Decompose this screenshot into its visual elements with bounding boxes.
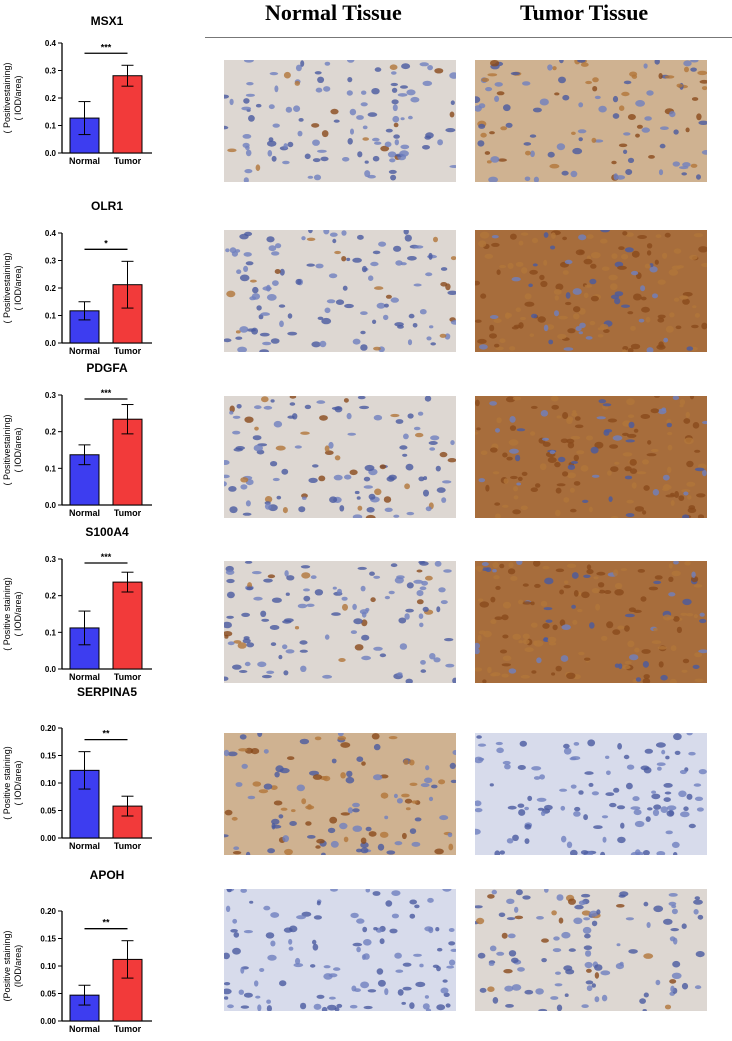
y-tick-label: 0.1 xyxy=(45,628,57,637)
y-tick-label: 0.0 xyxy=(45,339,57,348)
y-tick-label: 0.20 xyxy=(40,724,56,733)
bar-chart-olr1: OLR1 ( Positivestaining)( IOD/area) 0.0 0.1… xyxy=(2,199,152,356)
y-tick-label: 0.10 xyxy=(40,779,56,788)
y-axis-label: (IOD/area) xyxy=(13,945,23,988)
header-tumor-tissue: Tumor Tissue xyxy=(520,0,649,25)
bar-chart-s100a4: S100A4 ( Positive staining)( IOD/area) 0.0… xyxy=(2,525,152,682)
pdgfa-tumor-ihc-micrograph xyxy=(475,396,707,518)
y-axis-label: ( IOD/area) xyxy=(13,75,23,120)
chart-title: S100A4 xyxy=(85,525,129,539)
bar-tumor xyxy=(112,581,143,670)
serpina5-normal-ihc-micrograph xyxy=(224,733,456,855)
significance-label: *** xyxy=(101,42,112,52)
msx1-tumor-ihc-micrograph xyxy=(475,60,707,182)
bar-tumor xyxy=(112,75,143,154)
y-tick-label: 0.05 xyxy=(40,807,56,816)
y-tick-label: 0.10 xyxy=(40,962,56,971)
y-axis-label: ( IOD/area) xyxy=(13,265,23,310)
category-label: Tumor xyxy=(114,156,142,166)
y-axis-label: ( Positive staining) xyxy=(2,577,12,651)
y-axis-label: ( Positivestaining) xyxy=(2,414,12,485)
category-label: Tumor xyxy=(114,672,142,682)
s100a4-tumor-ihc-micrograph xyxy=(475,561,707,683)
chart-title: OLR1 xyxy=(91,199,123,213)
y-tick-label: 0.2 xyxy=(45,592,57,601)
y-tick-label: 0.1 xyxy=(45,122,57,131)
y-axis-label: ( IOD/area) xyxy=(13,427,23,472)
y-axis-label: ( Positive staining) xyxy=(2,746,12,820)
category-label: Tumor xyxy=(114,346,142,356)
header-divider xyxy=(205,37,732,38)
category-label: Normal xyxy=(69,156,100,166)
olr1-tumor-ihc-micrograph xyxy=(475,230,707,352)
bar-chart-serpina5: SERPINA5 ( Positive staining)( IOD/area) 0… xyxy=(2,685,152,851)
category-label: Tumor xyxy=(114,841,142,851)
bar-chart-msx1: MSX1 ( Positivestaining)( IOD/area) 0.0 0.1… xyxy=(2,14,152,166)
y-tick-label: 0.2 xyxy=(45,94,57,103)
category-label: Tumor xyxy=(114,1024,142,1034)
category-label: Normal xyxy=(69,1024,100,1034)
y-tick-label: 0.20 xyxy=(40,907,56,916)
header-normal-tissue: Normal Tissue xyxy=(265,0,402,25)
apoh-normal-ihc-micrograph xyxy=(224,889,456,1011)
y-tick-label: 0.2 xyxy=(45,428,57,437)
olr1-normal-ihc-micrograph xyxy=(224,230,456,352)
y-tick-label: 0.3 xyxy=(45,555,57,564)
y-tick-label: 0.0 xyxy=(45,149,57,158)
pdgfa-normal-ihc-micrograph xyxy=(224,396,456,518)
serpina5-tumor-ihc-micrograph xyxy=(475,733,707,855)
chart-title: PDGFA xyxy=(86,361,128,375)
msx1-normal-ihc-micrograph xyxy=(224,60,456,182)
category-label: Normal xyxy=(69,672,100,682)
y-axis-label: (Positive staining) xyxy=(2,930,12,1001)
significance-label: ** xyxy=(102,729,110,739)
category-label: Normal xyxy=(69,841,100,851)
s100a4-normal-ihc-micrograph xyxy=(224,561,456,683)
y-tick-label: 0.00 xyxy=(40,1017,56,1026)
significance-label: * xyxy=(104,238,108,248)
y-tick-label: 0.3 xyxy=(45,67,57,76)
significance-label: *** xyxy=(101,552,112,562)
y-axis-label: ( IOD/area) xyxy=(13,760,23,805)
chart-title: MSX1 xyxy=(91,14,124,28)
y-tick-label: 0.0 xyxy=(45,501,57,510)
chart-title: SERPINA5 xyxy=(77,685,137,699)
chart-title: APOH xyxy=(90,868,125,882)
category-label: Normal xyxy=(69,346,100,356)
y-tick-label: 0.4 xyxy=(45,39,57,48)
y-tick-label: 0.1 xyxy=(45,312,57,321)
bar-chart-apoh: APOH (Positive staining) (IOD/area) 0.00 0.0… xyxy=(2,868,152,1034)
category-label: Normal xyxy=(69,508,100,518)
bar-chart-pdgfa: PDGFA ( Positivestaining)( IOD/area) 0.0 0.… xyxy=(2,361,152,518)
y-tick-label: 0.0 xyxy=(45,665,57,674)
y-tick-label: 0.05 xyxy=(40,990,56,999)
y-axis-label: ( Positivestaining) xyxy=(2,252,12,323)
significance-label: *** xyxy=(101,388,112,398)
y-tick-label: 0.3 xyxy=(45,257,57,266)
bar-normal xyxy=(69,627,100,670)
y-tick-label: 0.15 xyxy=(40,935,56,944)
apoh-tumor-ihc-micrograph xyxy=(475,889,707,1011)
y-tick-label: 0.15 xyxy=(40,752,56,761)
y-axis-label: ( IOD/area) xyxy=(13,591,23,636)
y-tick-label: 0.1 xyxy=(45,464,57,473)
y-tick-label: 0.3 xyxy=(45,391,57,400)
significance-label: ** xyxy=(102,918,110,928)
y-tick-label: 0.4 xyxy=(45,229,57,238)
y-tick-label: 0.2 xyxy=(45,284,57,293)
category-label: Tumor xyxy=(114,508,142,518)
y-tick-label: 0.00 xyxy=(40,834,56,843)
y-axis-label: ( Positivestaining) xyxy=(2,62,12,133)
